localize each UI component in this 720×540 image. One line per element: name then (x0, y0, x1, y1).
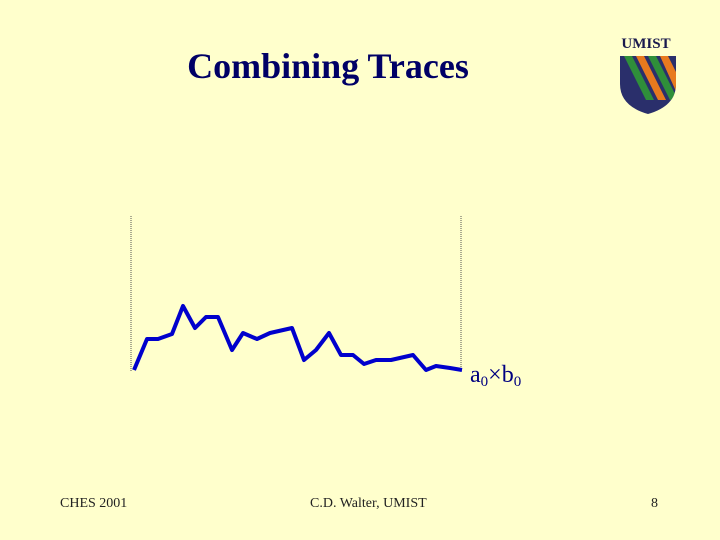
label-var-b: b (501, 362, 514, 388)
umist-logo: UMIST (610, 36, 682, 116)
slide-title: Combining Traces (187, 46, 469, 86)
footer-page-number: 8 (651, 496, 658, 511)
trace-label: a0×b0 (470, 362, 521, 391)
label-times: × (488, 362, 502, 388)
logo-text: UMIST (621, 36, 671, 52)
label-sub-a: 0 (480, 374, 489, 390)
power-trace-line (132, 304, 463, 372)
label-var-a: a (470, 362, 481, 388)
shield-icon (620, 56, 676, 114)
label-sub-b: 0 (513, 374, 522, 390)
footer-conference: CHES 2001 (60, 496, 128, 511)
footer-author: C.D. Walter, UMIST (310, 496, 427, 511)
